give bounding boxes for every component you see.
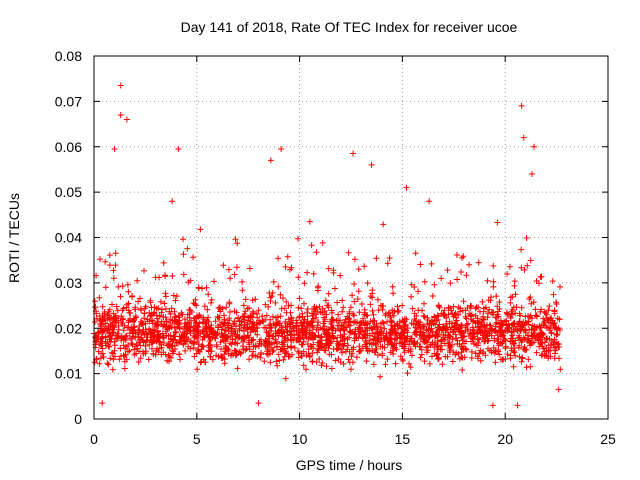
data-points [91,82,564,409]
x-axis-label: GPS time / hours [296,457,403,473]
chart-title: Day 141 of 2018, Rate Of TEC Index for r… [181,19,518,35]
scatter-point [514,402,521,409]
scatter-point-cloud [91,219,564,382]
y-tick-label: 0.03 [55,275,82,291]
x-axis-ticks: 0 5 10 15 20 25 [90,56,616,447]
scatter-point [518,102,525,109]
y-tick-label: 0.01 [55,366,82,382]
y-axis-ticks: 0 0.01 0.02 0.03 0.04 0.05 0.06 0.07 0.08 [55,48,608,427]
scatter-point [368,161,375,168]
scatter-point [520,134,527,141]
x-tick-label: 0 [90,431,98,447]
y-tick-label: 0.06 [55,139,82,155]
scatter-point [117,111,124,118]
scatter-point [117,82,124,89]
x-tick-label: 10 [292,431,308,447]
scatter-point [169,198,176,205]
y-tick-label: 0.02 [55,320,82,336]
y-tick-label: 0.07 [55,93,82,109]
x-tick-label: 20 [497,431,513,447]
y-tick-label: 0.04 [55,230,82,246]
scatter-point [255,400,262,407]
scatter-point [267,157,274,164]
x-tick-label: 15 [395,431,411,447]
scatter-point [278,146,285,153]
y-tick-label: 0.08 [55,48,82,64]
scatter-point [350,150,357,157]
scatter-point [123,116,130,123]
scatter-point [555,386,562,393]
scatter-point [426,198,433,205]
scatter-point [528,170,535,177]
scatter-point [306,218,313,225]
y-axis-label: ROTI / TECUs [6,193,22,283]
scatter-point [403,184,410,191]
x-tick-label: 25 [600,431,616,447]
y-tick-label: 0 [74,411,82,427]
scatter-point [489,402,496,409]
scatter-point [111,146,118,153]
x-tick-label: 5 [193,431,201,447]
scatter-point [175,146,182,153]
scatter-point [530,143,537,150]
scatter-point [99,400,106,407]
y-tick-label: 0.05 [55,184,82,200]
